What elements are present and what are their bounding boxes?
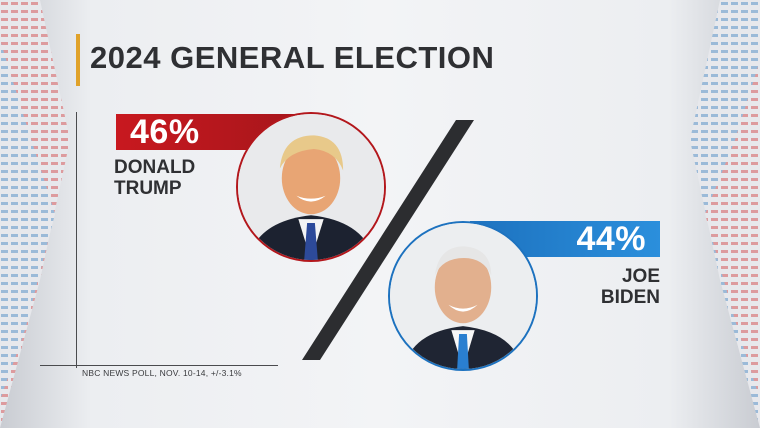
biden-percent-bar: 44% [470, 221, 660, 257]
trump-name: DONALD TRUMP [114, 157, 195, 199]
biden-first-name: JOE [621, 266, 660, 287]
biden-percent-label: 44% [576, 220, 646, 258]
chart-title: 2024 GENERAL ELECTION [90, 40, 495, 75]
trump-first-name: DONALD [114, 157, 196, 178]
slash-divider-icon [298, 120, 478, 360]
right-decorative-pattern [690, 0, 760, 428]
biden-last-name: BIDEN [600, 287, 660, 308]
trump-portrait [236, 112, 386, 262]
left-decorative-pattern [0, 0, 70, 428]
trump-last-name: TRUMP [114, 178, 182, 199]
biden-portrait [388, 221, 538, 371]
vertical-rule [76, 112, 77, 368]
person-portrait-icon [390, 223, 536, 369]
person-portrait-icon [238, 114, 384, 260]
biden-name: JOE BIDEN [600, 266, 660, 308]
trump-percent-label: 46% [130, 113, 200, 151]
horizontal-rule [40, 365, 278, 366]
title-accent-bar [76, 34, 80, 86]
source-note: NBC NEWS POLL, NOV. 10-14, +/-3.1% [82, 368, 242, 378]
